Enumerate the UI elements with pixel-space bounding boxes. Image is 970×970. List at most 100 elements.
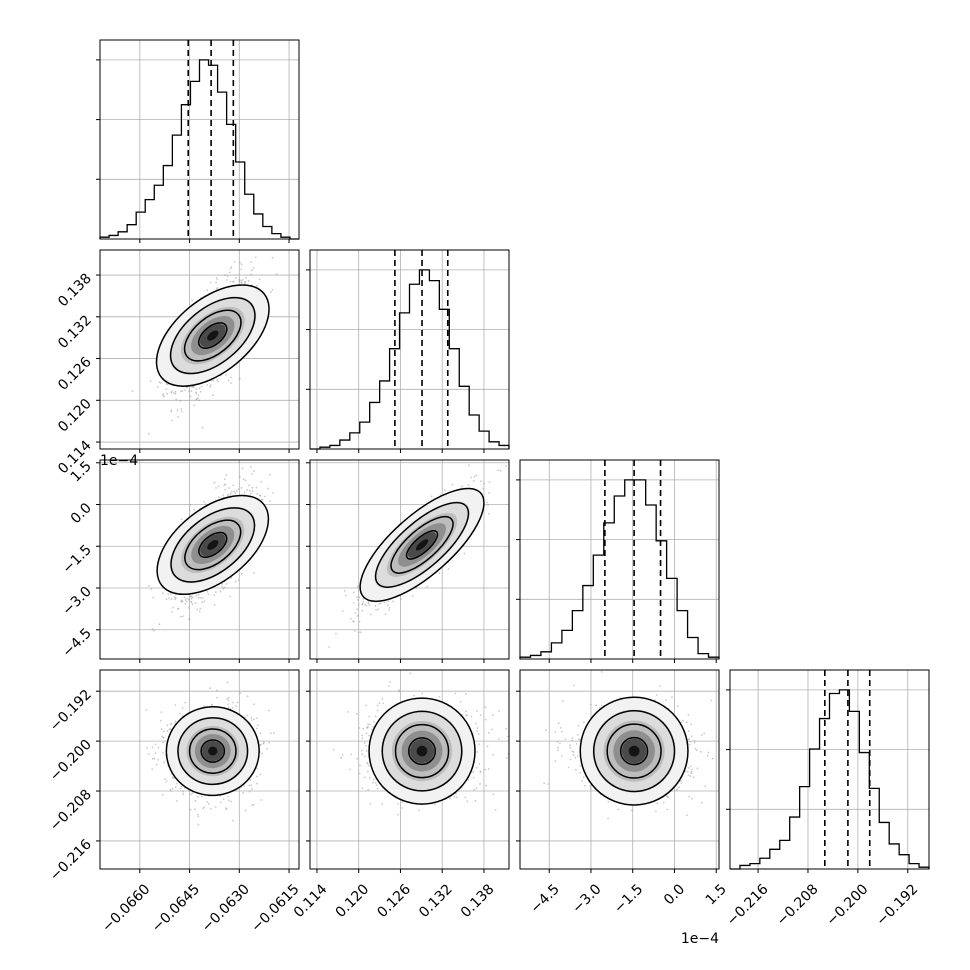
sample-point	[444, 489, 446, 492]
sample-point	[176, 782, 178, 785]
sample-point	[690, 735, 693, 738]
sample-point	[195, 388, 198, 390]
sample-point	[173, 722, 176, 724]
panel-frame	[309, 459, 510, 660]
sample-point	[564, 738, 567, 740]
sample-point	[250, 273, 253, 276]
sample-point	[166, 383, 169, 386]
x-tick-label-1-3: 0.132	[416, 881, 456, 921]
sample-point	[240, 268, 242, 271]
sample-point	[235, 705, 237, 708]
sample-point	[225, 474, 228, 476]
sample-point	[181, 390, 184, 392]
sample-point	[194, 602, 197, 604]
panel-frame	[309, 669, 510, 870]
sample-point	[359, 631, 362, 634]
sample-point	[581, 780, 583, 782]
sample-point	[352, 591, 355, 594]
sample-point	[497, 469, 499, 472]
sample-point	[190, 597, 193, 600]
sample-point	[249, 489, 251, 492]
sample-point	[486, 501, 489, 504]
sample-point	[199, 596, 202, 599]
contour-2	[381, 710, 463, 792]
sample-point	[215, 689, 218, 692]
sample-point	[181, 451, 183, 453]
sample-point	[180, 599, 183, 601]
sample-point	[206, 590, 209, 593]
sample-point	[356, 614, 359, 617]
sample-point	[230, 382, 232, 384]
sample-point	[212, 379, 215, 382]
histogram-panel-3	[726, 669, 930, 873]
sample-point	[223, 478, 226, 481]
histogram-panel-1	[306, 249, 510, 453]
sample-point	[378, 602, 381, 605]
sample-point	[381, 803, 383, 806]
sample-point	[374, 782, 377, 784]
sample-point	[224, 489, 226, 491]
sample-point	[367, 788, 370, 791]
sample-point	[365, 750, 368, 752]
sample-point	[413, 694, 415, 697]
y-tick-label-1-3: 0.132	[55, 312, 95, 352]
sample-point	[216, 378, 219, 381]
sample-point	[191, 596, 194, 599]
sample-point	[388, 685, 390, 687]
sample-point	[577, 725, 580, 727]
contour-3	[156, 494, 270, 596]
sample-point	[170, 722, 173, 725]
sample-point	[595, 704, 598, 707]
sample-point	[228, 799, 230, 802]
sample-point	[692, 776, 695, 778]
sample-point	[212, 394, 214, 396]
panel-content	[145, 681, 275, 826]
sample-point	[238, 475, 241, 478]
sample-point	[251, 788, 253, 791]
sample-point	[198, 387, 201, 390]
sample-point	[207, 803, 210, 805]
sample-point	[679, 780, 682, 782]
panel-frame	[99, 249, 300, 450]
sample-point	[151, 746, 154, 749]
sample-point	[259, 732, 262, 735]
sample-point	[226, 681, 229, 684]
sample-point	[209, 386, 211, 388]
sample-point	[576, 734, 579, 736]
sample-point	[454, 692, 457, 695]
sample-point	[230, 800, 232, 803]
sample-point	[161, 592, 164, 595]
sample-point	[222, 494, 224, 496]
sample-point	[700, 801, 703, 804]
sample-point	[236, 701, 239, 704]
sample-point	[179, 400, 182, 402]
y-tick-label-1-4: 0.138	[55, 271, 95, 311]
sample-point	[271, 288, 274, 291]
sample-point	[387, 604, 389, 606]
x-tick-label-2-4: 1.5	[703, 881, 730, 908]
sample-point	[476, 710, 478, 712]
sample-point	[193, 508, 196, 511]
sample-point	[361, 609, 364, 612]
sample-point	[354, 612, 356, 614]
sample-point	[241, 279, 244, 281]
sample-point	[557, 749, 559, 752]
sample-point	[389, 681, 392, 683]
sample-point	[372, 778, 375, 781]
sample-point	[170, 410, 173, 413]
sample-point	[543, 782, 546, 785]
sample-point	[497, 738, 500, 740]
sample-point	[250, 466, 252, 468]
sample-point	[691, 768, 693, 771]
sample-point	[703, 732, 706, 735]
sample-point	[147, 432, 150, 435]
sample-point	[179, 712, 181, 715]
sample-point	[268, 709, 270, 712]
sample-point	[197, 394, 200, 397]
sample-point	[215, 288, 218, 290]
sample-point	[476, 730, 478, 732]
sample-point	[473, 788, 476, 791]
sample-point	[242, 792, 245, 794]
sample-point	[358, 727, 361, 729]
sample-point	[707, 751, 710, 754]
